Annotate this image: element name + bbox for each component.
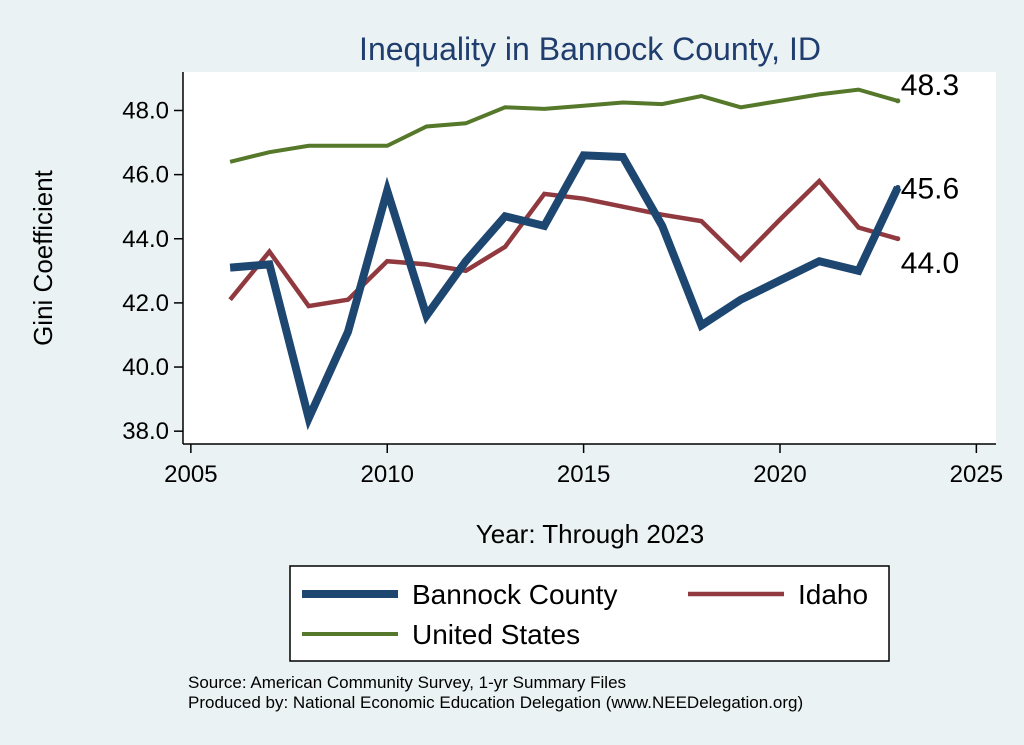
legend-label-idaho: Idaho <box>798 579 868 610</box>
y-tick-label: 42.0 <box>122 290 169 317</box>
x-axis: 2005 2010 2015 2020 2025 <box>164 443 1003 488</box>
y-tick-label: 38.0 <box>122 418 169 445</box>
legend-label-bannock-county: Bannock County <box>412 579 617 610</box>
end-point-united-states <box>895 98 901 104</box>
series-line-bannock-county <box>229 151 902 431</box>
end-label-bannock-county: 45.6 <box>901 172 959 205</box>
y-tick-label: 46.0 <box>122 162 169 189</box>
x-tick-label: 2015 <box>557 461 610 488</box>
y-tick-label: 48.0 <box>122 97 169 124</box>
legend: Bannock County Idaho United States <box>289 565 890 662</box>
x-tick-label: 2020 <box>753 461 806 488</box>
legend-box <box>289 565 890 662</box>
producer-line: Produced by: National Economic Education… <box>188 693 803 712</box>
x-tick-label: 2005 <box>164 461 217 488</box>
y-axis: 38.0 40.0 42.0 44.0 46.0 48.0 <box>122 72 184 445</box>
chart-title: Inequality in Bannock County, ID <box>359 31 821 67</box>
end-label-idaho: 44.0 <box>901 247 959 280</box>
end-point-bannock-county <box>895 184 901 190</box>
y-tick-label: 44.0 <box>122 226 169 253</box>
series-line-united-states <box>229 87 899 164</box>
legend-label-united-states: United States <box>412 619 580 650</box>
x-tick-label: 2025 <box>950 461 1003 488</box>
end-point-idaho <box>895 236 901 242</box>
source-line: Source: American Community Survey, 1-yr … <box>188 673 626 692</box>
y-tick-label: 40.0 <box>122 354 169 381</box>
y-axis-title: Gini Coefficient <box>28 169 58 346</box>
x-axis-title: Year: Through 2023 <box>476 519 704 549</box>
series-layer: 45.6 44.0 48.3 <box>228 69 959 431</box>
end-label-united-states: 48.3 <box>901 69 959 102</box>
x-tick-label: 2010 <box>361 461 414 488</box>
